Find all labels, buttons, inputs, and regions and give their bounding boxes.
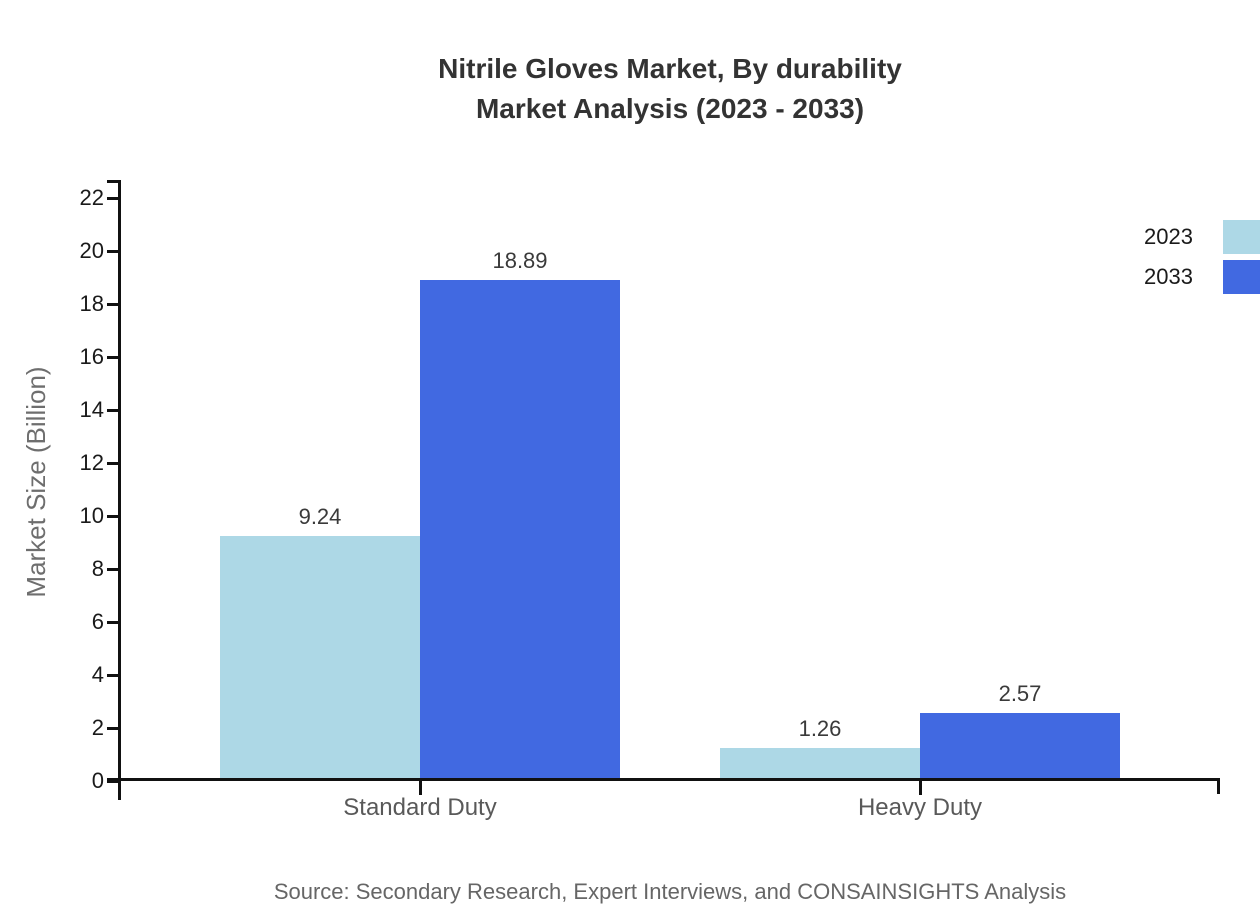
y-tick-label: 8 bbox=[91, 556, 104, 581]
x-axis-category-label: Standard Duty bbox=[343, 794, 497, 821]
chart-title-line2: Market Analysis (2023 - 2033) bbox=[475, 93, 865, 124]
chart-title-line1: Nitrile Gloves Market, By durability bbox=[438, 53, 902, 84]
legend-label-2033: 2033 bbox=[1144, 264, 1193, 289]
y-tick-label: 6 bbox=[91, 609, 104, 634]
y-tick-label: 22 bbox=[79, 185, 104, 210]
y-tick bbox=[107, 621, 121, 624]
y-tick-label: 12 bbox=[79, 450, 104, 475]
x-axis-category-label: Heavy Duty bbox=[857, 794, 983, 821]
bar-2023-standard-duty bbox=[220, 536, 420, 779]
y-tick bbox=[107, 462, 121, 465]
x-axis-end-cap bbox=[1217, 778, 1220, 794]
y-tick bbox=[107, 780, 121, 783]
bar-value-label: 2.57 bbox=[998, 681, 1042, 706]
y-tick-label: 18 bbox=[79, 291, 104, 316]
y-tick-label: 14 bbox=[79, 397, 104, 422]
x-tick bbox=[919, 778, 922, 795]
y-tick-label: 16 bbox=[79, 344, 104, 369]
y-tick bbox=[107, 197, 121, 200]
legend-item-2023: 2023 bbox=[1100, 220, 1260, 254]
y-axis-spine bbox=[118, 180, 121, 800]
bar-value-label: 1.26 bbox=[798, 716, 842, 741]
y-tick-label: 10 bbox=[79, 503, 104, 528]
y-tick bbox=[107, 568, 121, 571]
y-tick bbox=[107, 674, 121, 677]
x-axis-spine bbox=[107, 778, 1220, 781]
y-tick bbox=[107, 515, 121, 518]
y-tick bbox=[107, 303, 121, 306]
y-tick-label: 0 bbox=[91, 768, 104, 793]
bar-2033-heavy-duty bbox=[920, 713, 1120, 779]
y-tick bbox=[107, 250, 121, 253]
bar-2023-heavy-duty bbox=[720, 748, 920, 779]
y-tick bbox=[107, 727, 121, 730]
x-tick bbox=[419, 778, 422, 795]
y-axis-title: Market Size (Billion) bbox=[21, 366, 51, 598]
legend-label-2023: 2023 bbox=[1144, 224, 1193, 249]
y-tick-label: 20 bbox=[79, 238, 104, 263]
bar-value-label: 18.89 bbox=[492, 248, 548, 273]
bar-value-label: 9.24 bbox=[298, 504, 342, 529]
y-tick bbox=[107, 409, 121, 412]
y-tick-label: 4 bbox=[91, 662, 104, 687]
y-tick bbox=[107, 356, 121, 359]
legend-swatch-2023 bbox=[1223, 220, 1260, 254]
y-tick-label: 2 bbox=[91, 715, 104, 740]
source-attribution: Source: Secondary Research, Expert Inter… bbox=[273, 879, 1067, 904]
bar-2033-standard-duty bbox=[420, 280, 620, 779]
legend-item-2033: 2033 bbox=[1100, 260, 1260, 294]
legend-swatch-2033 bbox=[1223, 260, 1260, 294]
chart-title: Nitrile Gloves Market, By durability Mar… bbox=[80, 49, 1260, 129]
y-axis-top-cap bbox=[107, 180, 121, 183]
